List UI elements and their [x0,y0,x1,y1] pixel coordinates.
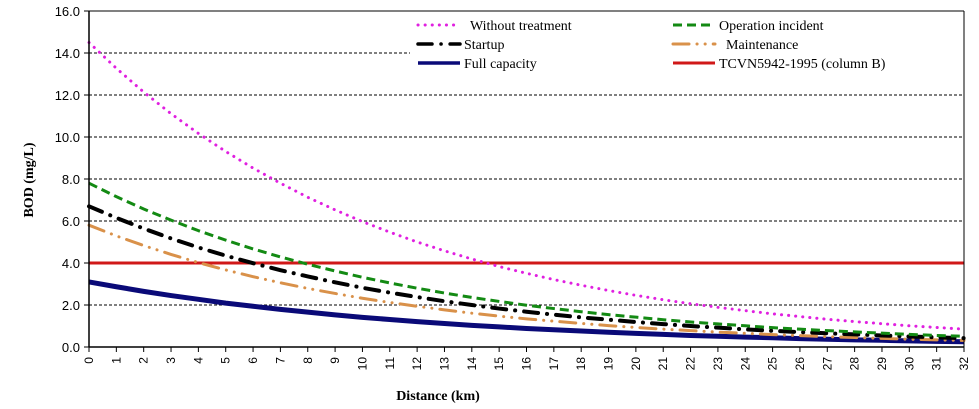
x-tick-label: 23 [711,357,725,371]
legend-label-maintenance: Maintenance [726,38,798,53]
y-tick-label: 6.0 [62,214,80,229]
y-tick-label: 12.0 [55,88,80,103]
x-tick-label: 10 [355,357,369,371]
legend-label-full-capacity: Full capacity [464,57,537,72]
y-tick-label: 16.0 [55,4,80,19]
x-ticks: 0 1 2 3 4 5 6 7 8 9 10 11 12 13 14 15 16 17 18 19 20 21 22 23 24… [82,347,971,370]
series-group [87,41,966,345]
y-tick-label: 8.0 [62,172,80,187]
x-tick-label: 17 [547,357,561,371]
x-tick-label: 9 [328,357,342,364]
series-line-full-capacity [88,279,965,345]
x-tick-label: 25 [766,357,780,371]
x-tick-label: 13 [437,357,451,371]
y-tick-label: 2.0 [62,298,80,313]
x-tick-label: 12 [410,357,424,371]
y-tick-label: 0.0 [62,340,80,355]
x-tick-label: 6 [246,357,260,364]
x-tick-label: 14 [465,357,479,371]
y-tick-label: 4.0 [62,256,80,271]
x-tick-label: 7 [273,357,287,364]
legend: Without treatment Operation incident Start… [410,13,963,75]
y-tick-label: 14.0 [55,46,80,61]
legend-label-startup: Startup [464,38,504,53]
x-tick-label: 26 [793,357,807,371]
x-tick-label: 8 [301,357,315,364]
x-tick-label: 3 [164,357,178,364]
x-tick-label: 0 [82,357,96,364]
x-tick-label: 24 [738,357,752,371]
x-axis-label: Distance (km) [396,389,480,404]
x-tick-label: 1 [109,357,123,364]
x-tick-label: 31 [930,357,944,371]
series-line-operation-incident [88,181,965,338]
x-tick-label: 32 [957,357,971,371]
legend-label-tcvn5942-1995-column-b: TCVN5942-1995 (column B) [719,57,886,72]
x-tick-label: 22 [684,357,698,371]
x-tick-label: 21 [656,357,670,371]
x-tick-label: 4 [191,357,205,364]
x-tick-label: 15 [492,357,506,371]
y-ticks: 0.0 2.0 4.0 6.0 8.0 10.0 12.0 14.0 16.0 [55,4,89,355]
legend-label-without-treatment: Without treatment [470,19,572,34]
series-line-without-treatment [87,41,966,331]
x-tick-label: 19 [602,357,616,371]
x-tick-label: 11 [383,357,397,370]
y-tick-label: 10.0 [55,130,80,145]
x-tick-label: 28 [848,357,862,371]
x-tick-label: 18 [574,357,588,371]
x-tick-label: 5 [219,357,233,364]
legend-label-operation-incident: Operation incident [719,19,824,34]
x-tick-label: 27 [820,357,834,371]
series-line-startup [87,204,966,341]
y-axis-label: BOD (mg/L) [22,142,37,217]
x-tick-label: 2 [137,357,151,364]
series-line-maintenance [87,223,966,342]
x-tick-label: 30 [902,357,916,371]
x-tick-label: 16 [520,357,534,371]
x-tick-label: 29 [875,357,889,371]
x-tick-label: 20 [629,357,643,371]
